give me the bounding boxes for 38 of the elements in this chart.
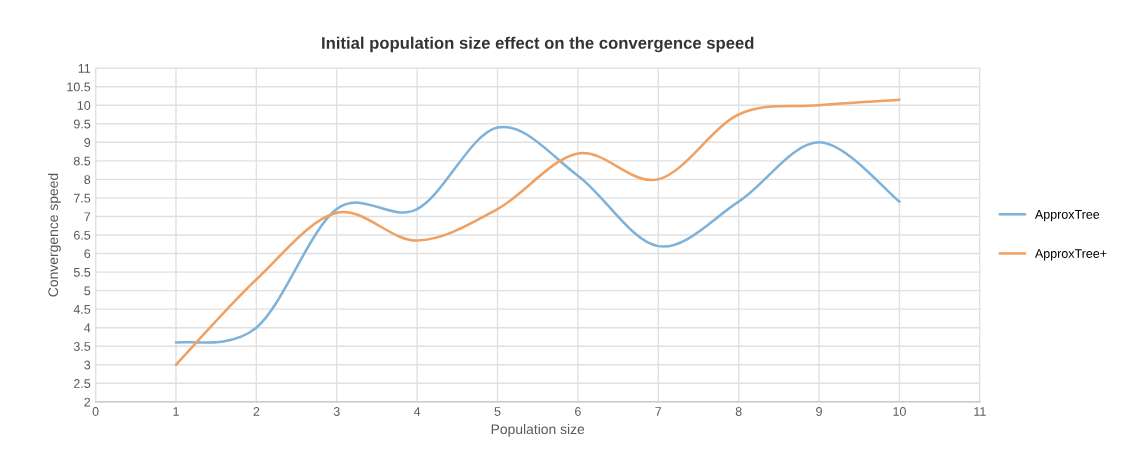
y-tick-label: 10.5 (67, 82, 91, 92)
y-tick-label: 7.5 (74, 193, 91, 203)
y-tick-label: 9.5 (73, 119, 91, 129)
y-tick-label: 2.5 (73, 379, 91, 388)
chart-title: Initial population size effect on the convergence speed (322, 36, 754, 53)
y-tick-label: 3 (84, 360, 91, 370)
x-tick-label: 11 (974, 407, 986, 416)
x-tick-label: 1 (173, 407, 179, 416)
x-tick-label: 4 (413, 407, 421, 416)
y-tick-label: 5.5 (73, 268, 91, 277)
y-tick-label: 7 (84, 212, 91, 221)
y-tick-label: 3.5 (73, 342, 91, 351)
y-tick-label: 8.5 (73, 156, 91, 166)
legend-label: ApproxTree+ (1034, 249, 1107, 261)
x-tick-label: 10 (893, 407, 906, 416)
x-axis-title: Population size (491, 423, 585, 437)
x-tick-label: 7 (655, 407, 662, 416)
y-axis-title: Convergence speed (47, 173, 61, 297)
y-tick-label: 2 (84, 397, 91, 407)
x-tick-label: 3 (333, 407, 340, 416)
y-tick-label: 6.5 (73, 230, 91, 240)
y-tick-label: 4 (84, 323, 91, 333)
y-tick-label: 11 (78, 64, 91, 73)
legend-label: ApproxTree (1034, 210, 1100, 222)
line-series (174, 125, 901, 344)
x-tick-label: 0 (92, 407, 99, 416)
x-tick-label: 5 (494, 407, 501, 416)
y-tick-label: 5 (84, 286, 91, 296)
y-tick-label: 9 (84, 138, 91, 147)
y-tick-label: 10 (77, 101, 91, 110)
y-tick-label: 8 (84, 175, 91, 185)
y-tick-label: 4.5 (73, 305, 91, 314)
x-tick-label: 9 (816, 407, 822, 416)
x-tick-label: 8 (735, 407, 742, 416)
x-tick-label: 2 (253, 407, 260, 416)
line-series (174, 98, 901, 367)
y-tick-label: 6 (84, 249, 91, 259)
x-tick-label: 6 (575, 407, 581, 416)
